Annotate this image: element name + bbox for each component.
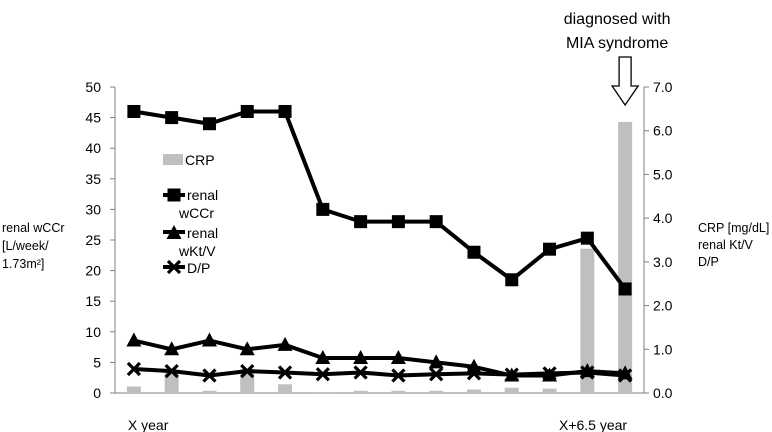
renal-wkt-v-point (466, 358, 482, 373)
legend-wccr-label: wCCr (178, 205, 214, 221)
renal-wccr-point (543, 242, 557, 256)
right-tick-label: 4.0 (653, 210, 673, 226)
d-p-point (391, 368, 406, 383)
right-tick-label: 0.0 (653, 385, 673, 401)
renal-wccr-point (429, 215, 443, 229)
renal-wkt-v-point (277, 336, 293, 351)
d-p-point (126, 361, 142, 377)
crp-bar (126, 386, 141, 393)
legend-wccr-label: renal (187, 187, 218, 203)
renal-wccr-point (240, 104, 254, 118)
renal-wkt-v-point (542, 367, 558, 382)
left-tick-label: 35 (85, 171, 101, 187)
renal-wccr-point (505, 273, 519, 287)
left-tick-label: 20 (85, 263, 101, 279)
right-tick-label: 1.0 (653, 341, 673, 357)
annotation-arrow-icon (610, 56, 640, 107)
left-tick-label: 45 (85, 110, 101, 126)
crp-bar (504, 387, 519, 393)
legend-dp-marker (166, 259, 182, 275)
right-tick-label: 5.0 (653, 166, 673, 182)
crp-bar (618, 121, 633, 393)
legend-wccr-marker (167, 188, 181, 202)
crp-bar (466, 389, 481, 393)
renal-wccr-point (391, 215, 405, 229)
left-axis-label-line: renal wCCr (2, 221, 65, 235)
crp-bar (278, 384, 293, 393)
renal-wccr-point (127, 104, 141, 118)
d-p-point (315, 367, 330, 382)
right-tick-label: 2.0 (653, 298, 673, 314)
renal-wkt-v-line (133, 338, 626, 378)
renal-wkt-v-point (164, 341, 180, 356)
crp-bar (542, 388, 557, 393)
renal-wccr-point (580, 231, 594, 245)
right-axis-label-line: renal Kt/V (698, 238, 754, 252)
x-end-label: X+6.5 year (559, 417, 627, 432)
renal-wkt-v-point (504, 367, 520, 382)
crp-bar (353, 390, 368, 393)
renal-wkt-v-point (315, 350, 331, 365)
renal-wccr-point (278, 104, 292, 118)
renal-wccr-point (316, 202, 330, 216)
annotation-line: diagnosed with (564, 11, 671, 28)
renal-wkt-v-point (353, 350, 369, 365)
right-tick-label: 3.0 (653, 254, 673, 270)
left-tick-label: 50 (85, 79, 101, 95)
renal-wkt-v-point (617, 365, 633, 380)
legend-wktv-marker (166, 225, 182, 239)
renal-wkt-v-point (579, 363, 595, 378)
d-p-point (277, 365, 293, 380)
d-p-point (429, 367, 444, 382)
d-p-point (353, 365, 368, 380)
legend-dp-label: D/P (187, 260, 210, 276)
left-tick-label: 15 (85, 293, 101, 309)
x-start-label: X year (128, 417, 169, 432)
renal-wkt-v-point (126, 332, 142, 347)
legend-wktv-label: renal (187, 225, 218, 241)
d-p-point (240, 364, 255, 379)
renal-wccr-point (354, 215, 368, 229)
left-tick-label: 25 (85, 232, 101, 248)
crp-bar (315, 392, 330, 393)
right-axis-label-line: D/P (698, 255, 719, 269)
crp-bar (429, 390, 444, 393)
crp-bar (391, 390, 406, 393)
renal-wccr-point (467, 245, 481, 259)
renal-wccr-point (202, 117, 216, 131)
left-axis-label-line: [L/week/ (2, 239, 49, 253)
plot-area: 0 5 10 15 20 25 30 35 40 45 50 0.0 1.0 2.0 3.0 4.0 5.0 6.… (2, 11, 769, 432)
renal-wkt-v-point (239, 341, 255, 356)
right-tick-label: 7.0 (653, 79, 673, 95)
annotation-line: MIA syndrome (566, 35, 668, 52)
crp-bar (202, 390, 217, 393)
renal-wkt-v-point (428, 354, 444, 369)
left-axis-label-line: 1.73m²] (2, 257, 44, 271)
renal-wccr-point (618, 282, 632, 296)
left-tick-label: 10 (85, 324, 101, 340)
renal-wkt-v-point (390, 350, 406, 365)
left-tick-label: 0 (93, 385, 101, 401)
renal-wccr-point (165, 111, 179, 125)
left-tick-label: 30 (85, 201, 101, 217)
d-p-point (164, 364, 179, 379)
left-tick-label: 40 (85, 140, 101, 156)
legend-crp-swatch (163, 154, 183, 165)
legend-wktv-label: wKt/V (178, 243, 216, 259)
d-p-point (202, 368, 217, 383)
left-tick-label: 5 (93, 354, 101, 370)
right-axis-label-line: CRP [mg/dL] (698, 221, 769, 235)
crp-bar (580, 248, 595, 393)
right-tick-label: 6.0 (653, 123, 673, 139)
legend-crp-label: CRP (185, 152, 215, 168)
renal-wkt-v-point (201, 332, 217, 347)
